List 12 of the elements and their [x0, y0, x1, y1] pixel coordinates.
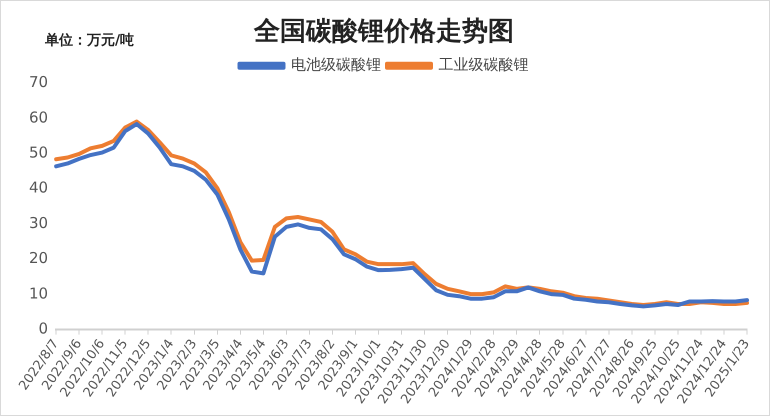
legend-label: 电池级碳酸锂: [291, 56, 381, 74]
y-tick-label: 60: [28, 108, 48, 126]
y-tick-label: 30: [28, 214, 48, 232]
y-tick-label: 50: [28, 144, 48, 162]
y-tick-label: 10: [28, 284, 48, 302]
y-tick-label: 20: [28, 249, 48, 268]
legend-label: 工业级碳酸锂: [438, 56, 528, 74]
y-tick-label: 0: [38, 320, 48, 338]
chart-title: 全国碳酸锂价格走势图: [253, 16, 514, 46]
text: 单位：万元/吨: [44, 32, 134, 49]
y-tick-label: 40: [28, 178, 48, 197]
y-tick-label: 70: [28, 73, 48, 92]
